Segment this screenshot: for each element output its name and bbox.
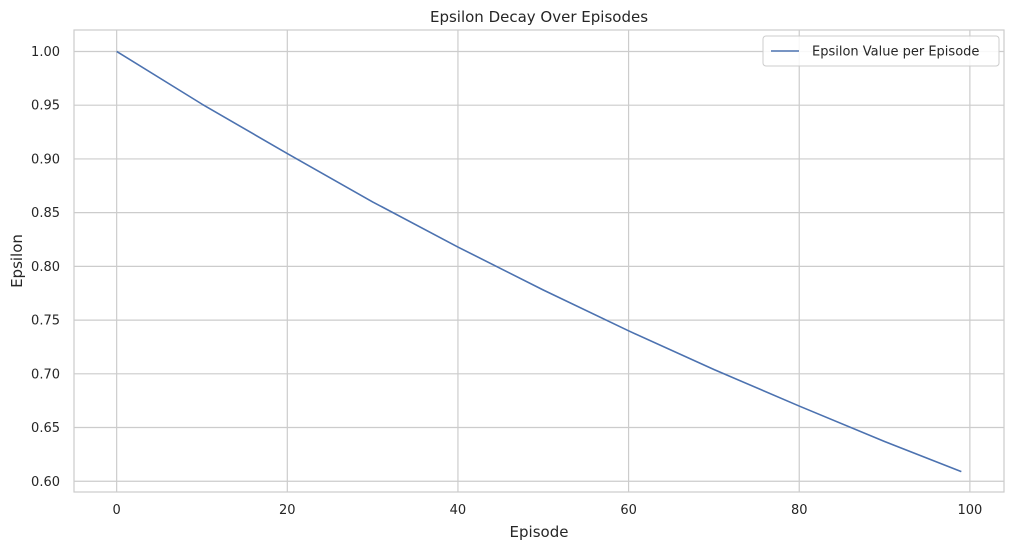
x-tick-label: 100 bbox=[957, 503, 982, 518]
y-tick-label: 0.65 bbox=[31, 421, 60, 436]
x-tick-label: 80 bbox=[791, 503, 808, 518]
legend-label: Epsilon Value per Episode bbox=[812, 45, 979, 60]
plot-area bbox=[73, 29, 1005, 493]
x-tick-label: 60 bbox=[620, 503, 637, 518]
x-axis-title: Episode bbox=[510, 523, 569, 541]
y-tick-label: 0.75 bbox=[31, 314, 60, 329]
y-tick-label: 0.90 bbox=[31, 152, 60, 167]
y-axis-ticks: 0.60 0.65 0.70 0.75 0.80 0.85 0.90 0.95 1.00 bbox=[31, 45, 60, 490]
y-tick-label: 1.00 bbox=[31, 45, 60, 60]
y-axis-title: Epsilon bbox=[8, 234, 26, 288]
y-tick-label: 0.85 bbox=[31, 206, 60, 221]
grid bbox=[74, 30, 1004, 492]
x-tick-label: 0 bbox=[113, 503, 121, 518]
x-axis-ticks: 0 20 40 60 80 100 bbox=[113, 503, 983, 518]
y-tick-label: 0.95 bbox=[31, 99, 60, 114]
legend: Epsilon Value per Episode bbox=[762, 35, 1000, 67]
series-layer bbox=[116, 50, 962, 473]
x-tick-label: 20 bbox=[279, 503, 296, 518]
y-tick-label: 0.80 bbox=[31, 260, 60, 275]
series-line bbox=[116, 50, 962, 473]
y-tick-label: 0.70 bbox=[31, 367, 60, 382]
y-tick-label: 0.60 bbox=[31, 475, 60, 490]
legend-box bbox=[762, 35, 1000, 67]
x-tick-label: 40 bbox=[450, 503, 467, 518]
chart-title: Epsilon Decay Over Episodes bbox=[430, 8, 648, 26]
